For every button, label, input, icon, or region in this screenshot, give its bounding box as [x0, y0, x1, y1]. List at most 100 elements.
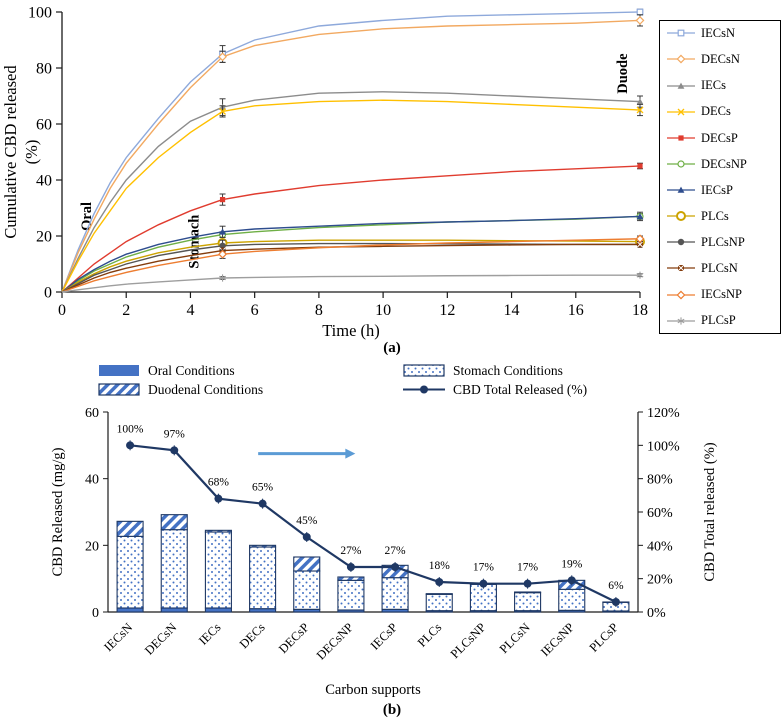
series-IECsNP [61, 234, 645, 293]
chart-b-legend: Oral Conditions Stomach Conditions Duodena… [98, 363, 733, 397]
svg-text:18: 18 [632, 302, 648, 319]
svg-text:0: 0 [92, 606, 99, 621]
caption-a: (a) [0, 340, 784, 357]
legend-item-DECs: DECs [666, 105, 777, 118]
cumulative-release-line-chart: 0 2 4 6 8 10 12 14 16 18 0 20 40 60 80 100 Time (h) Cumul… [1, 5, 648, 341]
svg-text:0: 0 [44, 285, 52, 302]
series-marker-icon [667, 135, 695, 141]
svg-text:120%: 120% [647, 406, 680, 421]
svg-text:80: 80 [36, 61, 52, 78]
caption-b-label: (b) [382, 702, 402, 718]
bar-DECsN [160, 514, 188, 613]
figure-b: Oral Conditions Stomach Conditions Duodena… [0, 358, 784, 723]
legend-label: DECsP [701, 130, 738, 145]
svg-text:CBD Released (mg/g): CBD Released (mg/g) [50, 447, 66, 576]
caption-b: (b) [0, 702, 784, 719]
legend-item-PLCs: PLCs [666, 210, 777, 223]
series-marker-icon [667, 108, 695, 116]
bar-DECs [249, 544, 277, 613]
series-marker-icon [667, 29, 695, 37]
svg-text:PLCsP: PLCsP [587, 620, 621, 654]
svg-text:8: 8 [315, 302, 323, 319]
svg-text:65%: 65% [252, 482, 274, 494]
svg-text:40%: 40% [647, 539, 673, 554]
legend-label: Duodenal Conditions [148, 381, 264, 397]
svg-text:45%: 45% [296, 515, 318, 527]
legend-item-PLCsN: PLCsN [666, 262, 777, 275]
svg-text:10: 10 [375, 302, 391, 319]
legend-item-DECsNP: DECsNP [666, 158, 777, 171]
legend-label: Stomach Conditions [453, 362, 563, 378]
legend-item-IECs: IECs [666, 79, 777, 92]
legend-label: PLCsN [701, 261, 738, 276]
legend-label: IECs [701, 78, 726, 93]
svg-text:Carbon supports: Carbon supports [325, 682, 421, 698]
series-marker-icon [667, 265, 695, 272]
legend-item-PLCsP: PLCsP [666, 314, 777, 327]
series-marker-icon [667, 290, 695, 299]
svg-text:27%: 27% [340, 545, 362, 557]
figure-a: 0 2 4 6 8 10 12 14 16 18 0 20 40 60 80 100 Time (h) Cumul… [0, 0, 784, 358]
svg-text:17%: 17% [517, 562, 539, 574]
bar-IECsP [381, 564, 409, 613]
series-marker-icon [667, 160, 695, 168]
svg-text:DECs: DECs [237, 620, 268, 651]
bar-IECsN [116, 520, 144, 613]
svg-text:DECsN: DECsN [142, 620, 179, 657]
legend-label: DECsN [701, 52, 740, 67]
legend-item-IECsN: IECsN [666, 27, 777, 40]
legend-item-PLCsNP: PLCsNP [666, 236, 777, 249]
svg-text:100: 100 [28, 5, 52, 22]
svg-text:PLCsNP: PLCsNP [448, 620, 489, 661]
series-PLCsP [61, 271, 644, 293]
svg-text:14: 14 [504, 302, 520, 319]
series-IECs [61, 91, 644, 293]
svg-text:20: 20 [36, 229, 52, 246]
svg-text:Duode: Duode [615, 53, 631, 94]
svg-text:97%: 97% [164, 428, 186, 440]
svg-text:IECsNP: IECsNP [538, 620, 577, 659]
svg-text:20: 20 [85, 539, 99, 554]
legend-label: PLCs [701, 208, 729, 223]
series-marker-icon [667, 317, 695, 325]
bar-DECsNP [337, 576, 365, 613]
svg-text:0: 0 [58, 302, 66, 319]
legend-item-DECsN: DECsN [666, 53, 777, 66]
legend-label: CBD Total Released (%) [453, 381, 588, 397]
bar-PLCsN [514, 591, 542, 613]
legend-label: DECsNP [701, 156, 747, 171]
series-PLCsNP [61, 239, 644, 293]
svg-text:IECsP: IECsP [368, 620, 401, 653]
svg-text:PLCsN: PLCsN [497, 620, 533, 656]
series-marker-icon [667, 82, 695, 89]
svg-text:60%: 60% [647, 506, 673, 521]
svg-text:16: 16 [568, 302, 584, 319]
legend-item-DECsP: DECsP [666, 130, 777, 145]
svg-text:40: 40 [36, 173, 52, 190]
series-marker-icon [667, 54, 695, 64]
legend-swatch-solid-icon [99, 365, 139, 376]
bar-PLCs [425, 593, 453, 613]
svg-text:0%: 0% [647, 606, 666, 621]
svg-text:Time (h): Time (h) [322, 321, 380, 340]
svg-text:Oral: Oral [79, 202, 95, 231]
bar-DECsP [293, 556, 321, 613]
svg-text:20%: 20% [647, 573, 673, 588]
legend-label: IECsNP [701, 287, 742, 302]
legend-label: DECs [701, 104, 731, 119]
total-released-line [129, 444, 617, 603]
svg-text:PLCs: PLCs [415, 620, 445, 650]
svg-text:2: 2 [122, 302, 130, 319]
series-marker-icon [667, 211, 695, 222]
legend-item-IECsP: IECsP [666, 184, 777, 197]
legend-swatch-dots-icon [403, 364, 445, 377]
legend-label: PLCsP [701, 313, 736, 328]
legend-label: PLCsNP [701, 235, 745, 249]
svg-text:27%: 27% [385, 545, 407, 557]
legend-label: IECsN [701, 26, 736, 40]
series-DECsP [61, 162, 643, 293]
svg-text:17%: 17% [473, 562, 495, 574]
legend-swatch-line-icon [403, 385, 445, 394]
svg-text:(%): (%) [22, 140, 41, 165]
series-marker-icon [667, 239, 695, 246]
